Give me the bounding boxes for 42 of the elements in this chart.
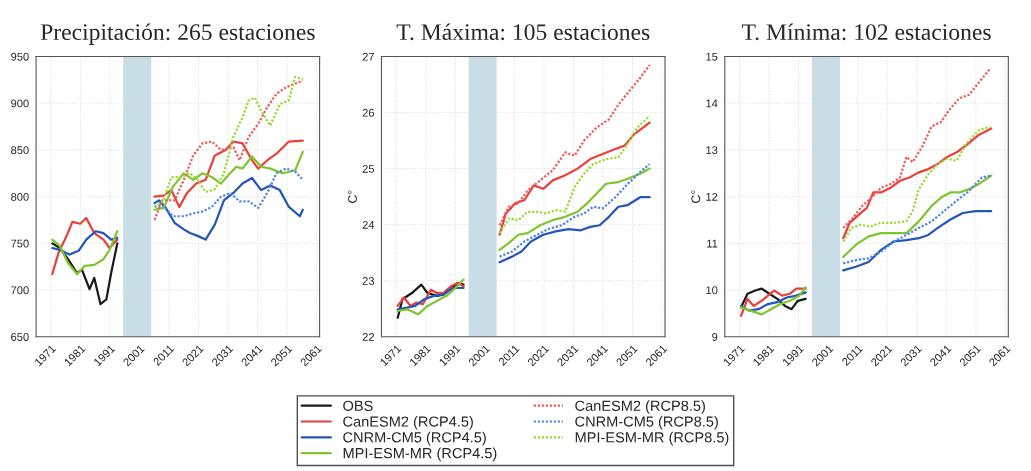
line-series	[498, 163, 651, 258]
line-series	[739, 287, 807, 311]
legend-label: MPI-ESM-MR (RCP4.5)	[343, 447, 497, 462]
y-tick-label: 10	[706, 286, 718, 295]
line-series	[842, 125, 991, 243]
line-series	[396, 281, 465, 319]
y-tick-label: 13	[706, 146, 718, 155]
y-tick-label: 9	[712, 333, 718, 341]
y-tick-label: 23	[362, 276, 375, 285]
legend-label: CanESM2 (RCP8.5)	[575, 400, 705, 414]
line-series	[842, 68, 991, 230]
y-tick-label: 700	[11, 286, 29, 295]
chart-title: T. Mínima: 102 estaciones	[741, 23, 991, 41]
line-series	[498, 63, 651, 227]
y-tick-label: 26	[362, 108, 375, 117]
line-series	[498, 114, 651, 235]
y-tick-label: 27	[362, 52, 374, 61]
y-tick-label: 24	[362, 220, 375, 229]
legend-label: CNRM-CM5 (RCP4.5)	[343, 431, 486, 446]
y-tick-label: 14	[706, 99, 718, 108]
y-tick-label: 650	[11, 333, 29, 341]
legend-label: OBS	[343, 400, 373, 411]
line-series	[842, 174, 993, 265]
legend-label: MPI-ESM-MR (RCP8.5)	[575, 431, 729, 446]
chart-title: T. Máxima: 105 estaciones	[396, 23, 650, 41]
legend-label: CNRM-CM5 (RCP8.5)	[575, 416, 718, 430]
y-tick-label: 15	[706, 52, 718, 61]
legend-label: CanESM2 (RCP4.5)	[343, 416, 473, 430]
y-tick-label: 11	[707, 239, 718, 248]
y-tick-label: 950	[11, 52, 29, 61]
y-tick-label: 12	[706, 192, 718, 201]
y-tick-label: 800	[11, 192, 29, 201]
y-tick-label: 750	[11, 239, 29, 248]
line-series	[153, 167, 304, 218]
y-axis-title: C°	[348, 190, 357, 204]
y-tick-label: 850	[11, 146, 29, 155]
chart-title: Precipitación: 265 estaciones	[40, 23, 315, 45]
line-series	[51, 242, 119, 306]
y-tick-label: 25	[362, 164, 375, 173]
y-tick-label: 22	[362, 333, 374, 341]
y-axis-title: C°	[691, 190, 701, 204]
y-tick-label: 900	[11, 99, 29, 108]
